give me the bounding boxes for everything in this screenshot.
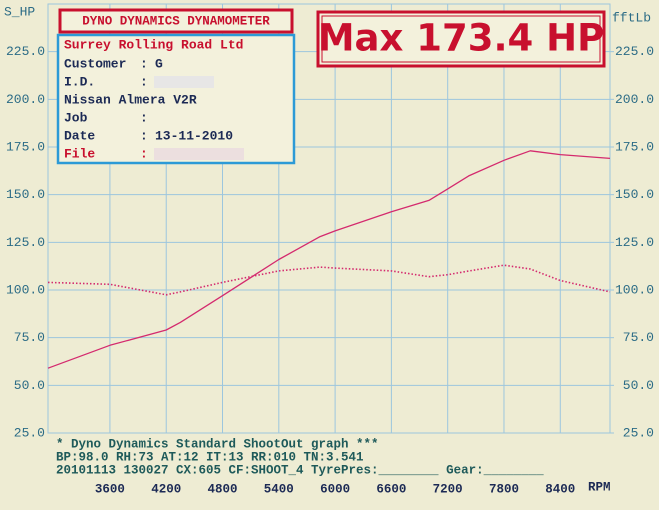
info-box [56, 33, 296, 165]
separator: : [140, 128, 148, 143]
y-tick-label: 150.0 [6, 187, 45, 202]
y2-tick-label: 125.0 [615, 235, 654, 250]
label: I.D. [64, 74, 95, 89]
y2-axis-label: fftLb [612, 10, 651, 25]
y-tick-label: 100.0 [6, 282, 45, 297]
y2-tick-label: 175.0 [615, 139, 654, 154]
y2-tick-label: 50.0 [623, 378, 654, 393]
x-tick-label: 5400 [264, 482, 294, 496]
footer-line: * Dyno Dynamics Standard ShootOut graph … [56, 437, 379, 451]
company: Surrey Rolling Road Ltd [64, 37, 243, 52]
y2-tick-label: 25.0 [623, 425, 654, 440]
redacted [154, 148, 244, 160]
x-tick-label: 7800 [489, 482, 519, 496]
y-tick-label: 25.0 [14, 425, 45, 440]
label: File [64, 146, 95, 161]
x-axis-label: RPM [588, 480, 611, 494]
x-tick-label: 4200 [151, 482, 181, 496]
y-axis-label: S_HP [4, 4, 35, 19]
header-box [58, 8, 294, 34]
y-tick-label: 175.0 [6, 139, 45, 154]
curves [47, 150, 611, 369]
y-tick-label: 225.0 [6, 44, 45, 59]
y2-tick-label: 150.0 [615, 187, 654, 202]
footer-line: BP:98.0 RH:73 AT:12 IT:13 RR:010 TN:3.54… [56, 450, 364, 464]
label: Customer [64, 56, 126, 71]
footer-box [48, 435, 610, 479]
y-tick-label: 200.0 [6, 92, 45, 107]
info: Surrey Rolling Road Ltd Customer : G I.D… [64, 37, 244, 161]
y2-tick-label: 225.0 [615, 44, 654, 59]
y-tick-label: 125.0 [6, 235, 45, 250]
y2-tick-label: 75.0 [623, 330, 654, 345]
series-line [47, 150, 611, 369]
separator: : [140, 110, 148, 125]
value: 13-11-2010 [155, 128, 233, 143]
footer-line: 20101113 130027 CX:605 CF:SHOOT_4 TyrePr… [56, 463, 544, 477]
header: DYNO DYNAMICS DYNAMOMETER [82, 14, 270, 28]
separator: : [140, 146, 148, 161]
x-tick-label: 3600 [95, 482, 125, 496]
label: Job [64, 110, 88, 125]
x-tick-label: 6000 [320, 482, 350, 496]
series-line [47, 264, 611, 296]
max-power: Max 173.4 HP [318, 17, 605, 60]
y2-tick-label: 200.0 [615, 92, 654, 107]
value: G [155, 56, 163, 71]
redacted [154, 76, 214, 88]
y-tick-label: 75.0 [14, 330, 45, 345]
label: Date [64, 128, 95, 143]
y2-tick-label: 100.0 [615, 282, 654, 297]
x-tick-label: 7200 [433, 482, 463, 496]
separator: : [140, 56, 148, 71]
max-box-inner [321, 15, 601, 63]
x-tick-label: 6600 [376, 482, 406, 496]
max-box [316, 10, 606, 68]
x-tick-label: 8400 [545, 482, 575, 496]
y-tick-label: 50.0 [14, 378, 45, 393]
x-tick-label: 4800 [208, 482, 238, 496]
separator: : [140, 74, 148, 89]
vehicle: Nissan Almera V2R [64, 92, 197, 107]
